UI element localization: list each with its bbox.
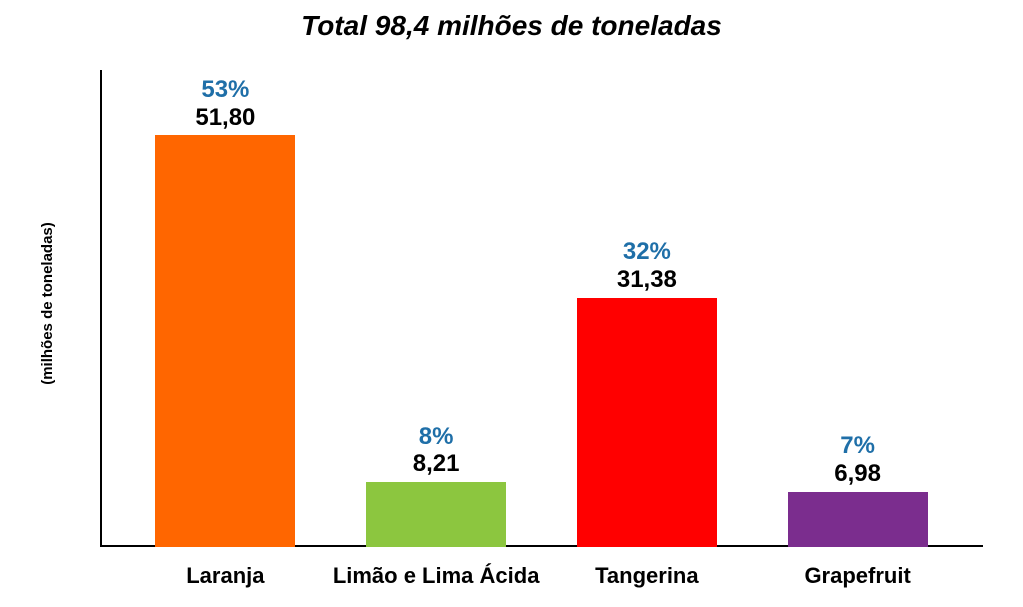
x-label: Grapefruit — [752, 563, 963, 589]
bar-percentage: 53% — [201, 76, 249, 104]
bar-label-stack: 8% 8,21 — [413, 423, 460, 478]
bar-percentage: 32% — [623, 238, 671, 266]
bar-col-limao: 8% 8,21 — [331, 70, 542, 547]
bar-value: 8,21 — [413, 450, 460, 478]
bars-group: 53% 51,80 8% 8,21 32% 31,38 — [100, 70, 983, 547]
bar-laranja — [155, 135, 295, 547]
bar-grapefruit — [788, 492, 928, 547]
bar-tangerina — [577, 298, 717, 547]
x-axis-labels: Laranja Limão e Lima Ácida Tangerina Gra… — [100, 563, 983, 589]
chart-title: Total 98,4 milhões de toneladas — [0, 10, 1023, 42]
bar-percentage: 8% — [419, 423, 454, 451]
bar-col-laranja: 53% 51,80 — [120, 70, 331, 547]
chart-container: Total 98,4 milhões de toneladas (milhões… — [0, 0, 1023, 607]
bar-label-stack: 32% 31,38 — [617, 238, 677, 293]
bar-label-stack: 7% 6,98 — [834, 432, 881, 487]
bar-col-grapefruit: 7% 6,98 — [752, 70, 963, 547]
x-label: Laranja — [120, 563, 331, 589]
x-label: Tangerina — [542, 563, 753, 589]
bar-col-tangerina: 32% 31,38 — [542, 70, 753, 547]
bar-limao — [366, 482, 506, 547]
y-axis-label-container: (milhões de toneladas) — [35, 0, 59, 607]
bar-label-stack: 53% 51,80 — [195, 76, 255, 131]
bar-value: 6,98 — [834, 460, 881, 488]
bar-value: 31,38 — [617, 266, 677, 294]
y-axis-label: (milhões de toneladas) — [39, 222, 56, 385]
x-label: Limão e Lima Ácida — [331, 563, 542, 589]
bar-value: 51,80 — [195, 104, 255, 132]
plot-area: 53% 51,80 8% 8,21 32% 31,38 — [100, 70, 983, 547]
bar-percentage: 7% — [840, 432, 875, 460]
